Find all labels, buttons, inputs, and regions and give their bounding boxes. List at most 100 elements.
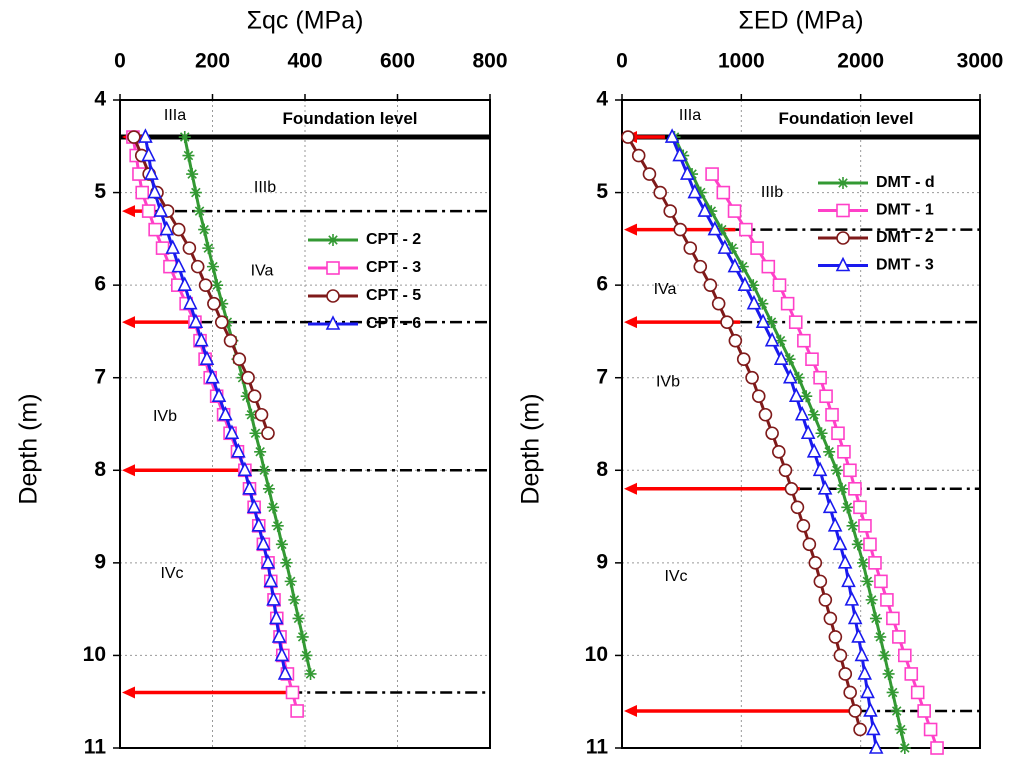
marker — [237, 461, 253, 477]
marker — [819, 389, 833, 404]
legend-marker — [325, 315, 341, 330]
marker — [686, 168, 699, 181]
marker — [750, 241, 764, 255]
marker — [848, 704, 862, 718]
marker — [830, 464, 843, 477]
marker — [193, 205, 206, 218]
y-tick-label: 10 — [83, 643, 106, 666]
marker — [190, 259, 205, 274]
y-tick-label: 6 — [596, 273, 608, 296]
marker — [269, 609, 284, 625]
marker — [783, 353, 796, 366]
marker — [882, 667, 895, 680]
x-tick-label: 3000 — [957, 50, 1004, 73]
marker — [765, 426, 779, 441]
marker — [846, 519, 859, 532]
marker — [930, 741, 944, 755]
marker — [788, 315, 803, 329]
marker — [747, 279, 760, 292]
legend-label: CPT - 2 — [366, 231, 421, 248]
marker — [772, 444, 786, 459]
marker — [232, 352, 247, 367]
marker — [848, 481, 862, 496]
marker — [224, 424, 240, 440]
marker — [832, 535, 848, 551]
arrow-head — [122, 316, 135, 329]
marker — [874, 574, 888, 589]
marker — [802, 537, 817, 552]
y-tick-label: 5 — [94, 180, 106, 203]
arrow-head — [624, 316, 637, 329]
marker — [851, 538, 864, 551]
marker — [199, 350, 215, 366]
marker — [745, 370, 759, 385]
marker — [256, 535, 271, 551]
legend-label: CPT - 3 — [366, 259, 421, 276]
marker — [198, 223, 211, 236]
marker — [817, 480, 833, 495]
marker — [241, 370, 255, 385]
marker — [285, 685, 300, 700]
marker — [866, 720, 881, 736]
marker — [144, 165, 159, 180]
zone-label: IVb — [656, 374, 680, 391]
marker — [790, 500, 805, 515]
marker — [254, 445, 267, 458]
legend-marker — [836, 203, 850, 218]
marker — [711, 296, 726, 311]
marker — [231, 442, 246, 458]
marker — [194, 331, 209, 347]
marker — [736, 352, 751, 367]
marker — [260, 554, 276, 569]
marker — [211, 387, 227, 403]
x-tick-label: 200 — [195, 50, 230, 73]
legend-label: DMT - 2 — [876, 229, 934, 246]
marker — [271, 519, 284, 532]
x-tick-label: 0 — [114, 50, 126, 73]
legend-marker — [327, 234, 339, 246]
marker — [736, 260, 749, 273]
marker — [266, 591, 281, 606]
marker — [800, 390, 813, 403]
marker — [663, 204, 678, 218]
marker — [263, 572, 279, 588]
marker — [898, 648, 912, 663]
marker — [727, 204, 742, 218]
y-axis-title: Depth (m) — [15, 393, 43, 504]
marker — [188, 313, 204, 328]
marker — [917, 704, 931, 718]
marker — [288, 593, 301, 606]
marker — [746, 294, 762, 310]
series-line — [183, 136, 313, 675]
marker — [853, 722, 867, 737]
plot-frame — [621, 99, 981, 749]
marker — [904, 667, 919, 681]
marker — [841, 501, 854, 514]
marker — [784, 481, 799, 496]
marker — [792, 371, 805, 384]
marker — [825, 407, 839, 422]
zone-label: IIIb — [254, 179, 276, 196]
y-axis-title: Depth (m) — [517, 393, 545, 504]
marker — [800, 424, 816, 440]
marker — [890, 704, 903, 717]
marker — [271, 628, 287, 643]
marker — [838, 667, 853, 681]
marker — [847, 609, 863, 625]
y-tick-label: 9 — [596, 550, 608, 573]
marker — [841, 572, 856, 588]
marker — [262, 482, 275, 495]
marker — [182, 241, 197, 255]
y-tick-label: 7 — [94, 365, 106, 388]
marker — [805, 352, 819, 367]
marker — [794, 405, 810, 421]
marker — [854, 646, 870, 662]
marker — [621, 130, 635, 144]
marker — [258, 464, 271, 477]
marker — [694, 186, 707, 199]
marker — [837, 444, 851, 459]
marker — [182, 149, 195, 162]
marker — [813, 370, 827, 385]
zone-label: IVa — [251, 262, 274, 279]
marker — [739, 222, 753, 237]
